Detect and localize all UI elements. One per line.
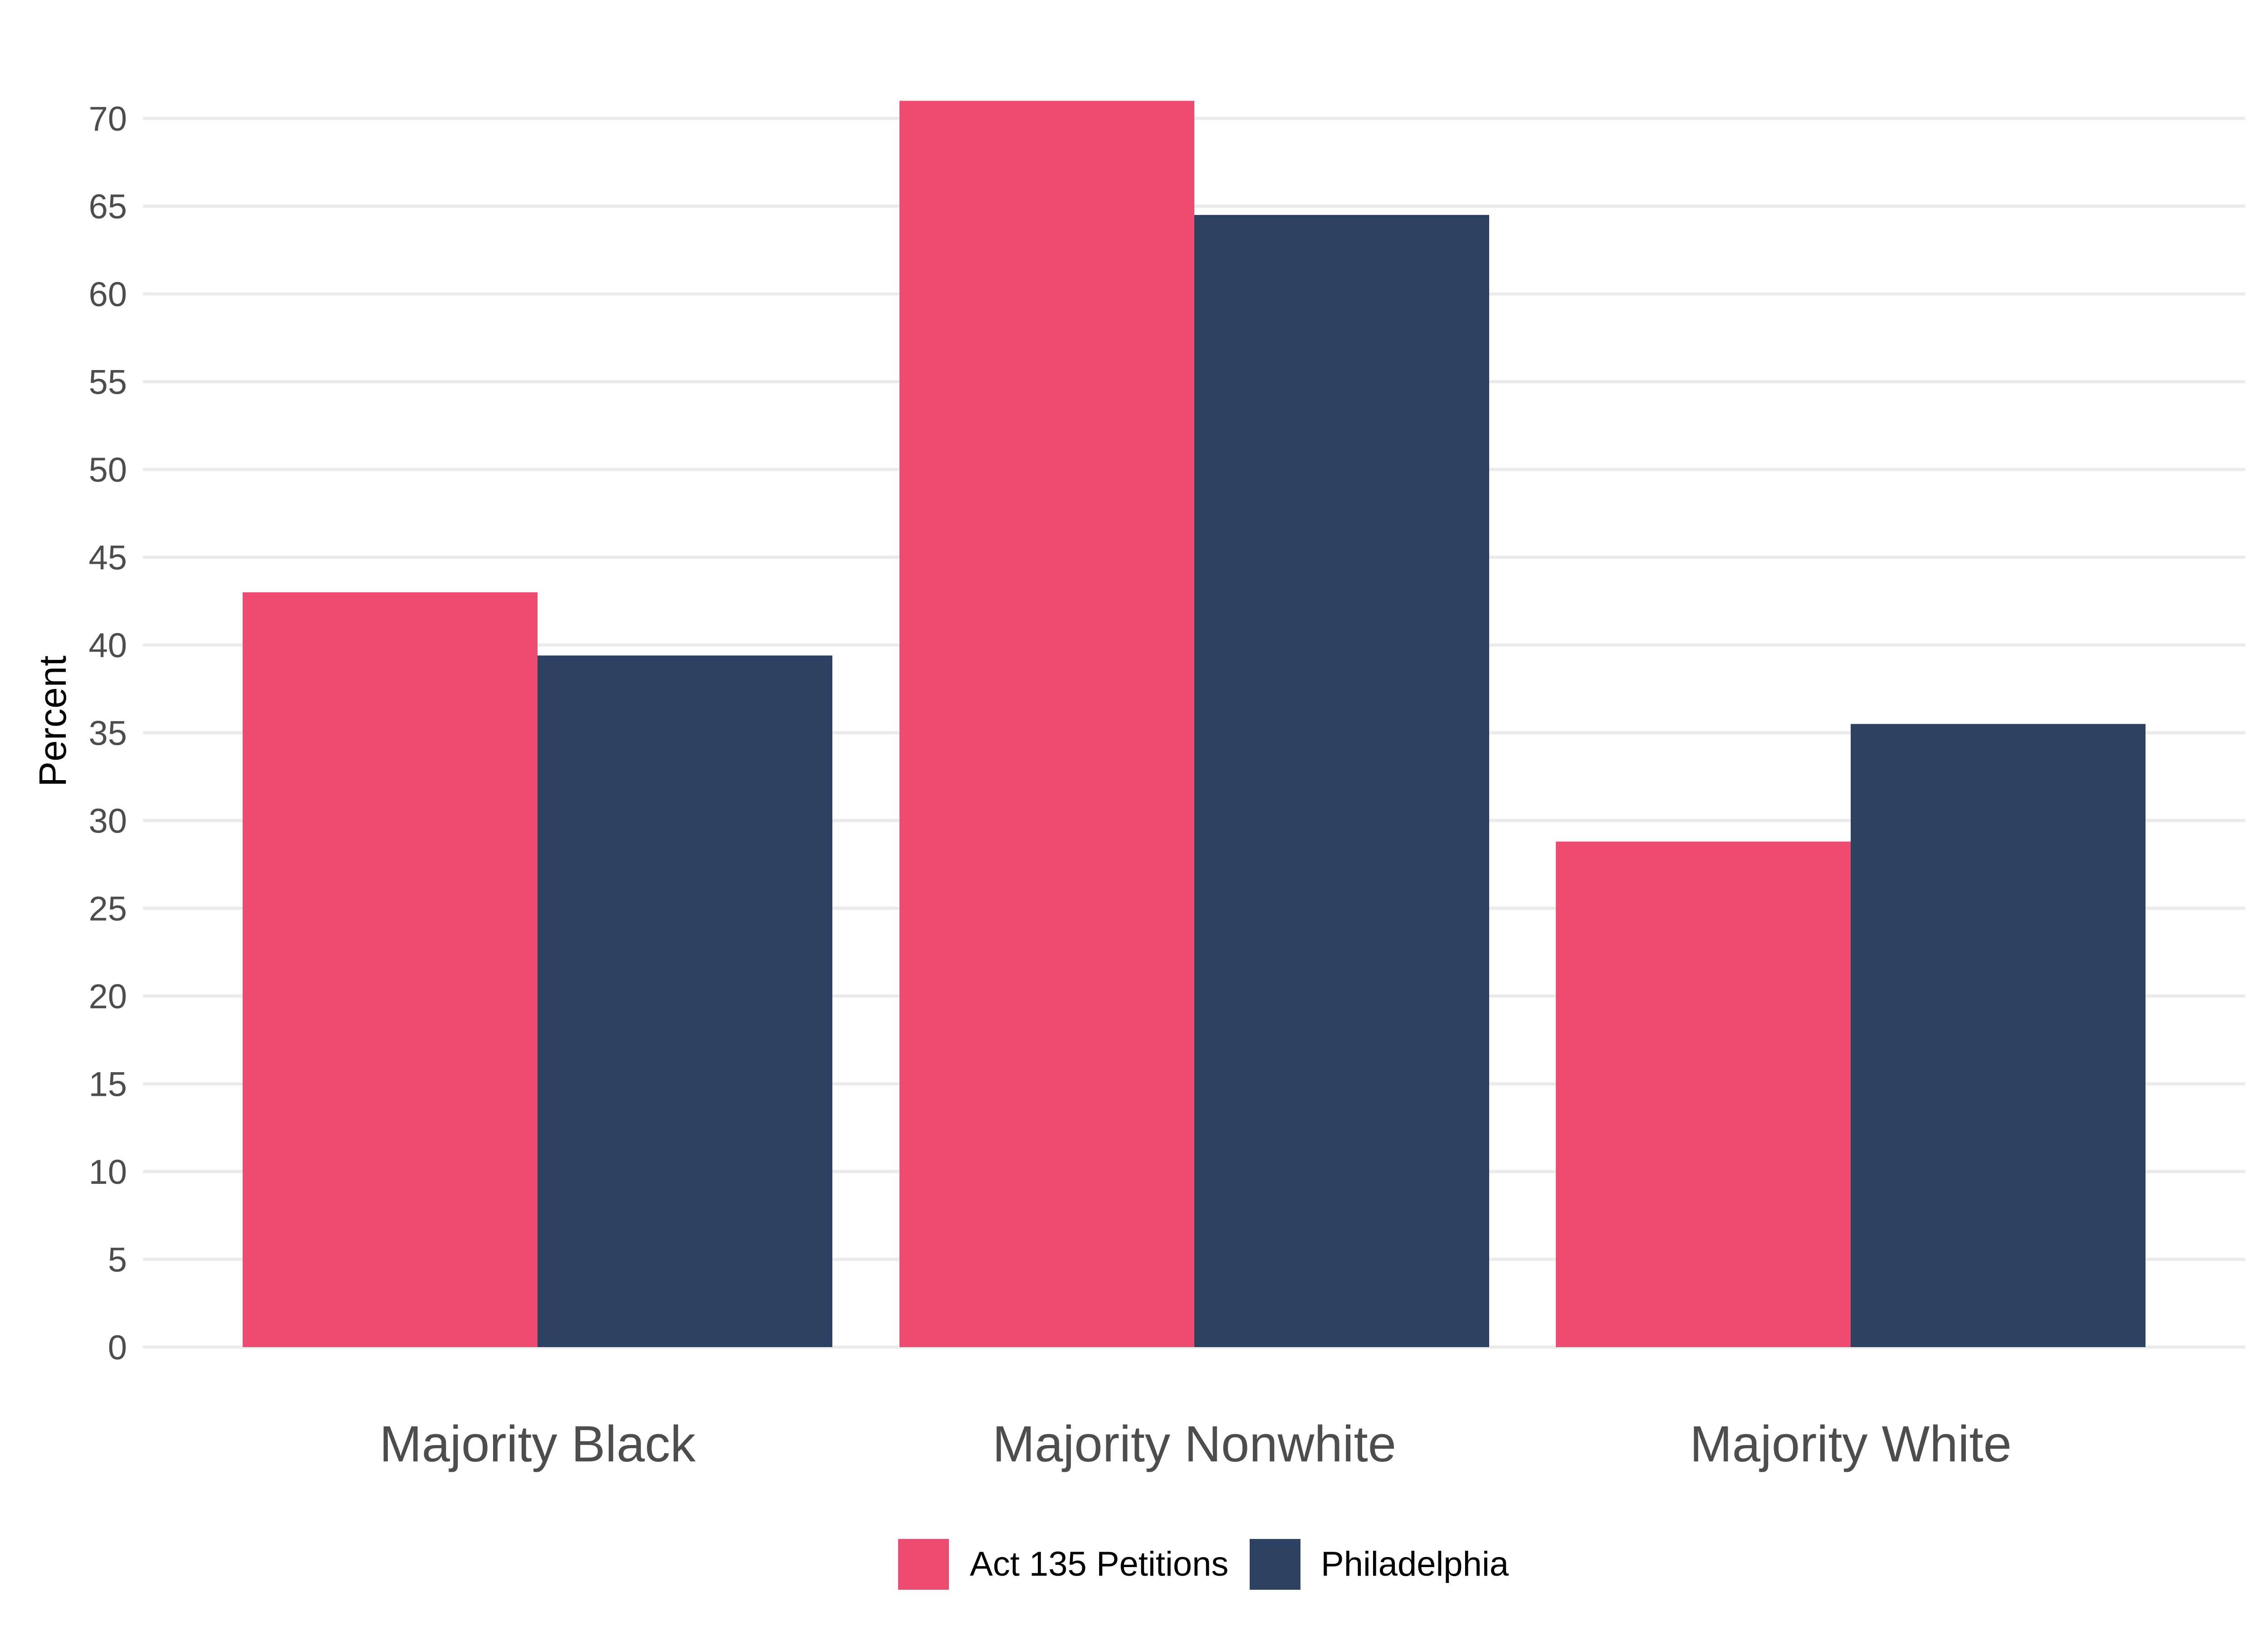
bar-philadelphia-majority-nonwhite — [1194, 215, 1489, 1347]
y-tick-label: 10 — [88, 1153, 127, 1192]
legend-label: Philadelphia — [1321, 1545, 1509, 1583]
y-tick-label: 35 — [88, 714, 127, 753]
y-tick-label: 40 — [88, 626, 127, 665]
y-tick-label: 20 — [88, 977, 127, 1016]
x-category-label: Majority Nonwhite — [992, 1416, 1396, 1472]
legend-key — [1250, 1539, 1300, 1590]
y-tick-label: 30 — [88, 802, 127, 840]
x-axis-category-labels: Majority Black Majority Nonwhite Majority … — [379, 1416, 2011, 1472]
bar-philadelphia-majority-white — [1851, 724, 2146, 1347]
bars — [243, 101, 2146, 1347]
y-tick-label: 0 — [108, 1329, 127, 1367]
y-tick-label: 45 — [88, 539, 127, 577]
legend-key — [898, 1539, 949, 1590]
bar-act-135-petitions-majority-nonwhite — [899, 101, 1194, 1347]
x-category-label: Majority White — [1690, 1416, 2011, 1472]
y-tick-label: 50 — [88, 451, 127, 489]
y-tick-label: 5 — [108, 1241, 127, 1280]
y-axis-title: Percent — [31, 655, 74, 787]
bar-act-135-petitions-majority-white — [1556, 841, 1851, 1347]
y-tick-label: 70 — [88, 100, 127, 138]
y-tick-label: 65 — [88, 188, 127, 226]
legend-label: Act 135 Petitions — [970, 1545, 1228, 1583]
y-tick-label: 15 — [88, 1065, 127, 1104]
y-tick-label: 60 — [88, 275, 127, 314]
x-category-label: Majority Black — [379, 1416, 696, 1472]
y-tick-label: 25 — [88, 890, 127, 928]
bar-act-135-petitions-majority-black — [243, 592, 538, 1347]
y-tick-label: 55 — [88, 363, 127, 402]
legend: Act 135 Petitions Philadelphia — [898, 1539, 1509, 1590]
bar-philadelphia-majority-black — [538, 655, 832, 1347]
y-axis-ticks: 0 5 10 15 20 25 30 35 40 45 50 55 60 65 70 — [88, 100, 127, 1367]
